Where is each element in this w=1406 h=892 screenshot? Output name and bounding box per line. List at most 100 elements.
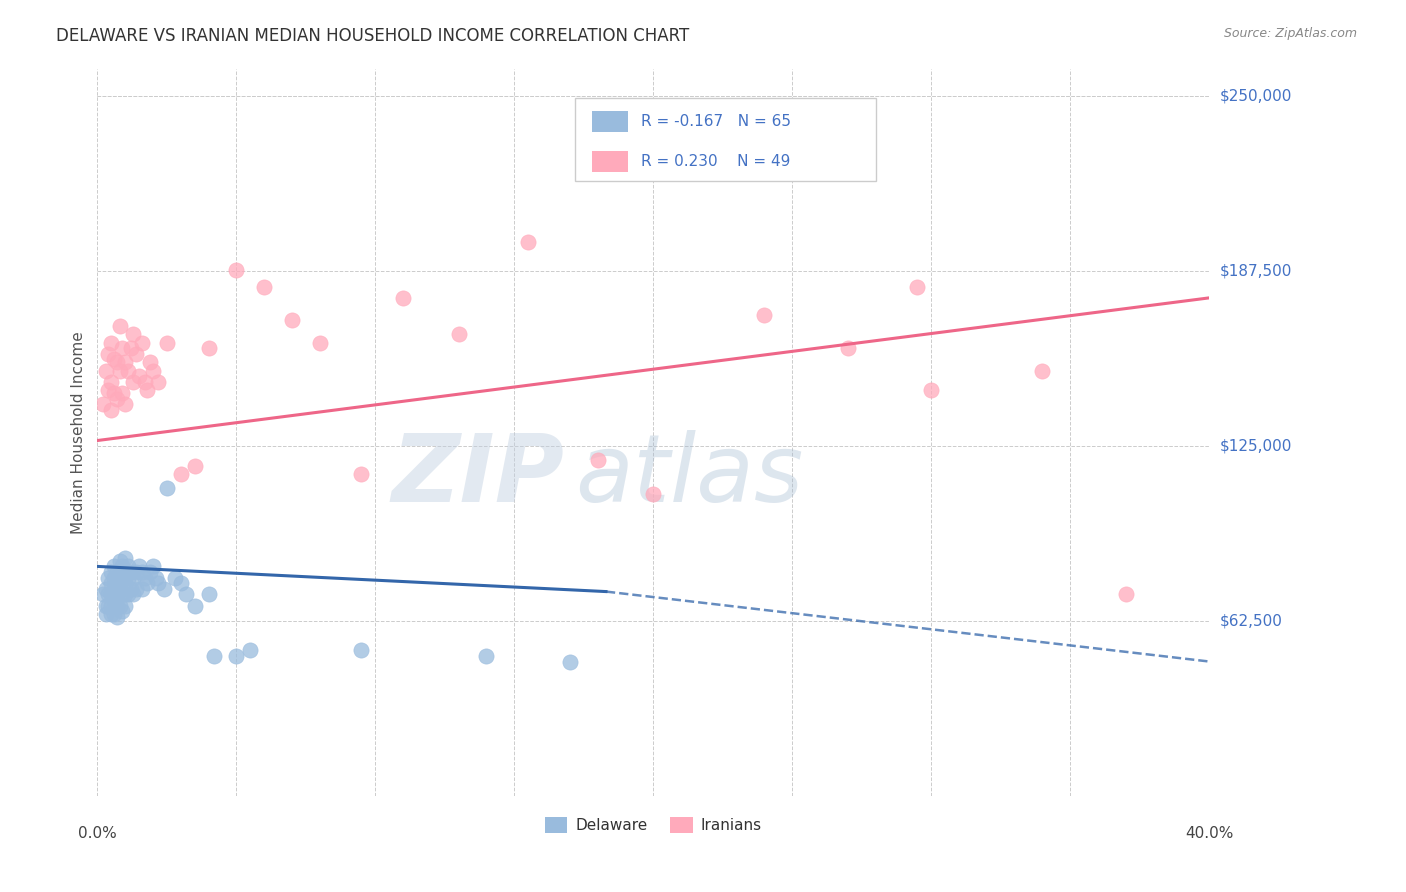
- Text: $62,500: $62,500: [1220, 614, 1284, 629]
- Point: [105, 355, 128, 369]
- Point: [350, 643, 373, 657]
- Point: [225, 263, 247, 277]
- Point: [105, 599, 128, 613]
- Point: [105, 565, 128, 579]
- Point: [97, 599, 120, 613]
- Point: [117, 363, 139, 377]
- Point: [139, 355, 162, 369]
- Point: [108, 599, 131, 613]
- Point: [131, 565, 153, 579]
- Point: [131, 335, 153, 350]
- Point: [100, 576, 122, 591]
- Point: [131, 582, 153, 596]
- Point: [837, 341, 859, 355]
- Point: [122, 587, 145, 601]
- Point: [165, 571, 187, 585]
- Point: [117, 559, 139, 574]
- Point: [145, 571, 167, 585]
- Point: [1115, 587, 1137, 601]
- FancyBboxPatch shape: [575, 97, 876, 181]
- Bar: [592, 111, 627, 132]
- Point: [105, 576, 128, 591]
- Point: [134, 375, 156, 389]
- Point: [447, 327, 470, 342]
- Point: [117, 587, 139, 601]
- Text: $250,000: $250,000: [1220, 89, 1292, 104]
- Point: [139, 565, 162, 579]
- Point: [103, 386, 125, 401]
- Point: [114, 565, 136, 579]
- Point: [111, 386, 134, 401]
- Point: [281, 313, 304, 327]
- Point: [100, 607, 122, 621]
- Text: Source: ZipAtlas.com: Source: ZipAtlas.com: [1223, 27, 1357, 40]
- Point: [108, 571, 131, 585]
- Point: [308, 335, 330, 350]
- Point: [350, 467, 373, 482]
- Point: [170, 467, 193, 482]
- Point: [128, 369, 150, 384]
- Point: [125, 582, 148, 596]
- Point: [94, 363, 117, 377]
- Point: [392, 291, 415, 305]
- Text: $125,000: $125,000: [1220, 439, 1292, 454]
- Point: [103, 607, 125, 621]
- Point: [111, 604, 134, 618]
- Point: [128, 559, 150, 574]
- Point: [120, 582, 142, 596]
- Point: [174, 587, 197, 601]
- Point: [183, 599, 205, 613]
- Point: [153, 582, 176, 596]
- Point: [125, 565, 148, 579]
- Point: [170, 576, 193, 591]
- Point: [136, 576, 159, 591]
- Point: [197, 341, 219, 355]
- Point: [97, 347, 120, 361]
- Point: [97, 587, 120, 601]
- Point: [156, 335, 179, 350]
- Point: [905, 279, 928, 293]
- Point: [100, 599, 122, 613]
- Point: [100, 587, 122, 601]
- Point: [100, 375, 122, 389]
- Point: [122, 327, 145, 342]
- Text: atlas: atlas: [575, 430, 804, 521]
- Point: [1031, 363, 1053, 377]
- Point: [114, 397, 136, 411]
- Point: [117, 571, 139, 585]
- Point: [103, 571, 125, 585]
- Point: [111, 571, 134, 585]
- Point: [142, 559, 165, 574]
- Point: [122, 375, 145, 389]
- Point: [103, 352, 125, 367]
- Bar: [592, 151, 627, 172]
- Point: [517, 235, 540, 249]
- Point: [136, 383, 159, 397]
- Point: [97, 383, 120, 397]
- Point: [100, 402, 122, 417]
- Point: [114, 551, 136, 566]
- Point: [920, 383, 942, 397]
- Point: [94, 607, 117, 621]
- Point: [111, 587, 134, 601]
- Point: [225, 648, 247, 663]
- Point: [114, 587, 136, 601]
- Text: ZIP: ZIP: [391, 430, 564, 522]
- Text: $187,500: $187,500: [1220, 264, 1292, 279]
- Point: [475, 648, 498, 663]
- Point: [197, 587, 219, 601]
- Text: R = 0.230    N = 49: R = 0.230 N = 49: [641, 153, 790, 169]
- Point: [142, 363, 165, 377]
- Point: [94, 599, 117, 613]
- Point: [156, 481, 179, 495]
- Point: [97, 571, 120, 585]
- Point: [202, 648, 225, 663]
- Point: [122, 571, 145, 585]
- Point: [754, 308, 776, 322]
- Point: [105, 392, 128, 406]
- Point: [108, 363, 131, 377]
- Point: [91, 397, 114, 411]
- Point: [105, 609, 128, 624]
- Point: [114, 576, 136, 591]
- Text: 0.0%: 0.0%: [77, 826, 117, 841]
